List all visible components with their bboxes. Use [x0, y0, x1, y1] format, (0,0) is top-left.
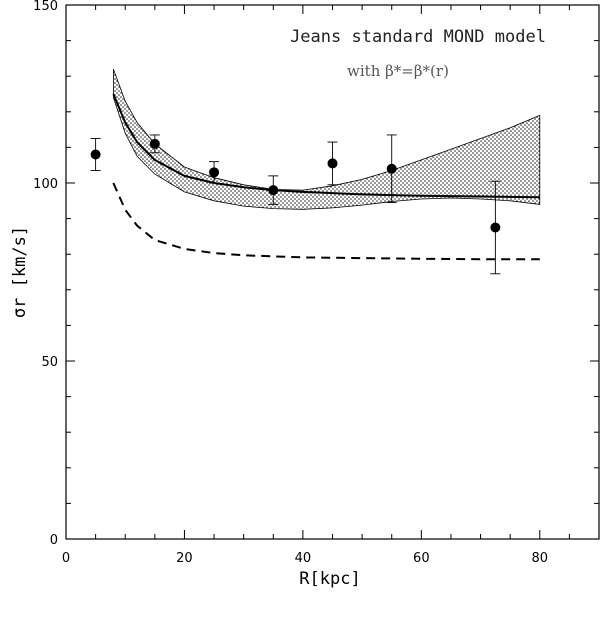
data-point	[209, 161, 220, 184]
x-tick-label: 20	[176, 551, 193, 566]
y-tick-label: 100	[33, 177, 58, 192]
y-axis-title: σr [km/s]	[10, 226, 30, 318]
y-axis: 0 50 100 150	[33, 0, 599, 548]
x-tick-label: 40	[295, 551, 312, 566]
y-tick-label: 0	[50, 533, 58, 548]
data-point	[490, 180, 501, 275]
data-marker	[268, 185, 279, 196]
solid-line	[112, 93, 540, 199]
shaded-band	[113, 68, 541, 210]
data-marker	[490, 222, 501, 233]
plot-frame	[65, 4, 600, 540]
data-marker	[149, 138, 160, 149]
x-tick-label: 0	[62, 551, 70, 566]
data-point	[90, 138, 101, 171]
data-marker	[90, 149, 101, 160]
x-tick-label: 60	[413, 551, 430, 566]
x-tick-label: 80	[532, 551, 549, 566]
data-marker	[327, 158, 338, 169]
x-axis: 0 20 40 60 80	[62, 5, 600, 566]
data-point	[327, 141, 338, 186]
chart-title: Jeans standard MOND model	[290, 27, 546, 47]
data-marker	[386, 163, 397, 174]
chart-subtitle: with β*=β*(r)	[347, 62, 449, 80]
y-tick-label: 50	[41, 355, 58, 370]
data-point	[386, 134, 397, 204]
data-point	[268, 175, 279, 205]
data-marker	[209, 167, 220, 178]
plot-area	[90, 68, 541, 275]
dashed-line	[112, 182, 540, 261]
x-axis-title: R[kpc]	[299, 569, 360, 589]
data-point	[149, 134, 160, 154]
y-tick-label: 150	[33, 0, 58, 14]
